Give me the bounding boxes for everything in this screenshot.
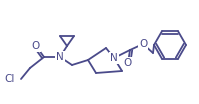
Text: O: O (124, 58, 132, 68)
Text: O: O (32, 41, 40, 51)
Text: N: N (56, 52, 64, 62)
Text: O: O (139, 39, 147, 49)
Text: Cl: Cl (5, 74, 15, 84)
Text: N: N (110, 53, 118, 63)
